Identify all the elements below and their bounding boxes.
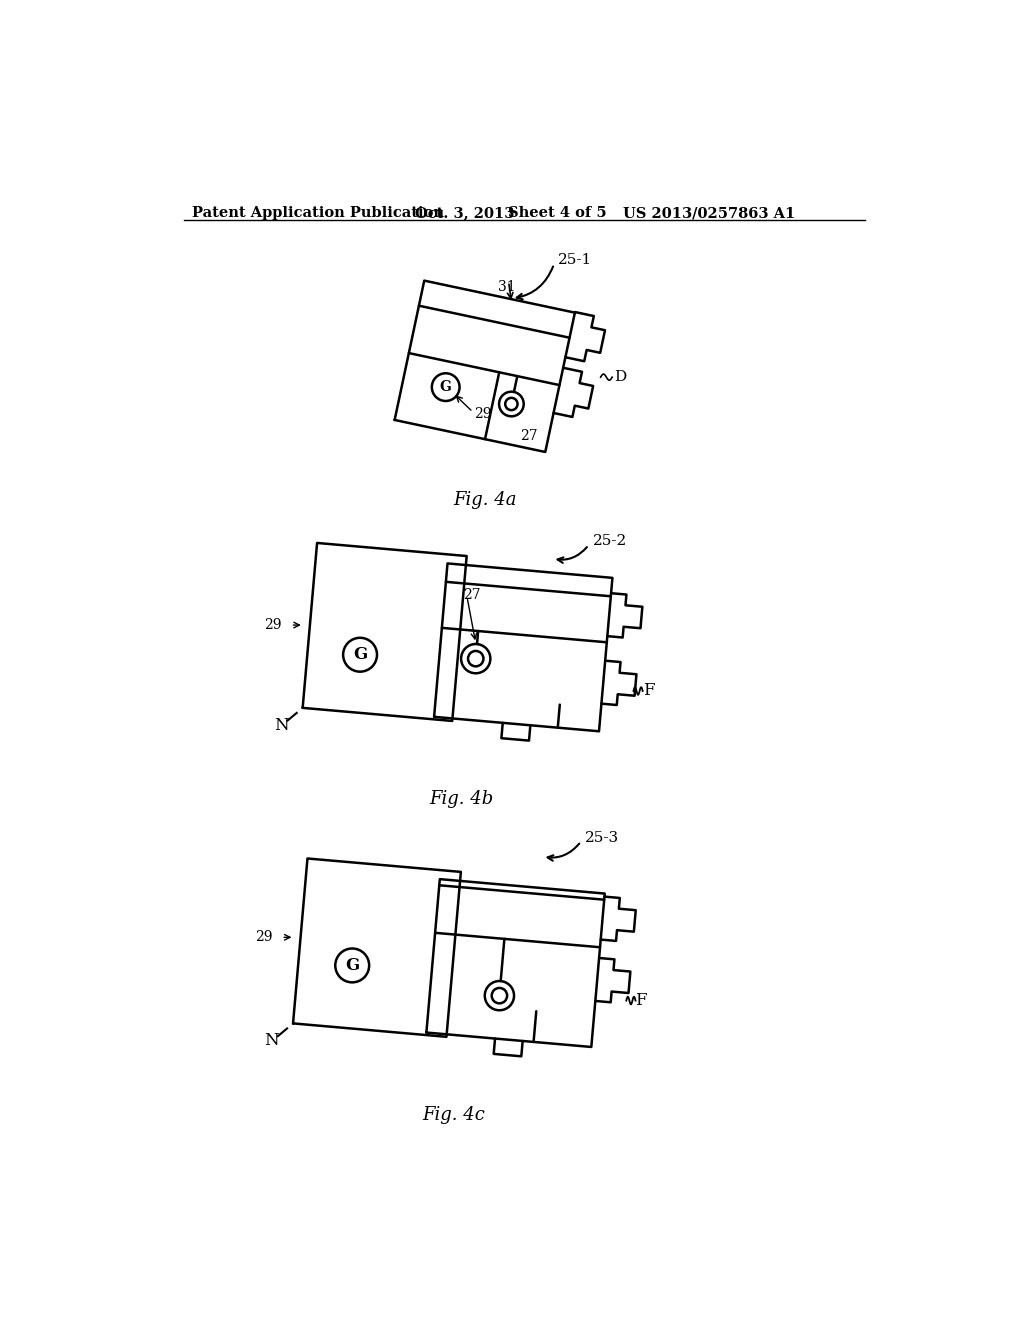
Text: Oct. 3, 2013: Oct. 3, 2013 bbox=[416, 206, 515, 220]
Text: 25-1: 25-1 bbox=[558, 253, 592, 267]
Text: G: G bbox=[345, 957, 359, 974]
Text: Sheet 4 of 5: Sheet 4 of 5 bbox=[508, 206, 606, 220]
Text: 25-3: 25-3 bbox=[585, 830, 618, 845]
Text: N: N bbox=[274, 717, 289, 734]
Text: G: G bbox=[353, 647, 368, 663]
Text: 25-2: 25-2 bbox=[593, 535, 627, 548]
Text: Fig. 4c: Fig. 4c bbox=[423, 1106, 485, 1123]
Text: US 2013/0257863 A1: US 2013/0257863 A1 bbox=[624, 206, 796, 220]
Text: F: F bbox=[643, 682, 654, 700]
Text: N: N bbox=[264, 1032, 279, 1049]
Text: Fig. 4b: Fig. 4b bbox=[429, 789, 494, 808]
Text: 31: 31 bbox=[499, 280, 516, 294]
Text: 27: 27 bbox=[463, 589, 481, 602]
Text: F: F bbox=[636, 993, 647, 1008]
Text: Fig. 4a: Fig. 4a bbox=[453, 491, 516, 510]
Text: 29: 29 bbox=[255, 931, 272, 944]
Text: D: D bbox=[613, 370, 626, 384]
Text: 29: 29 bbox=[474, 408, 492, 421]
Text: 29: 29 bbox=[264, 618, 282, 632]
Text: G: G bbox=[439, 380, 452, 395]
Text: Patent Application Publication: Patent Application Publication bbox=[193, 206, 444, 220]
Text: 27: 27 bbox=[520, 429, 538, 444]
